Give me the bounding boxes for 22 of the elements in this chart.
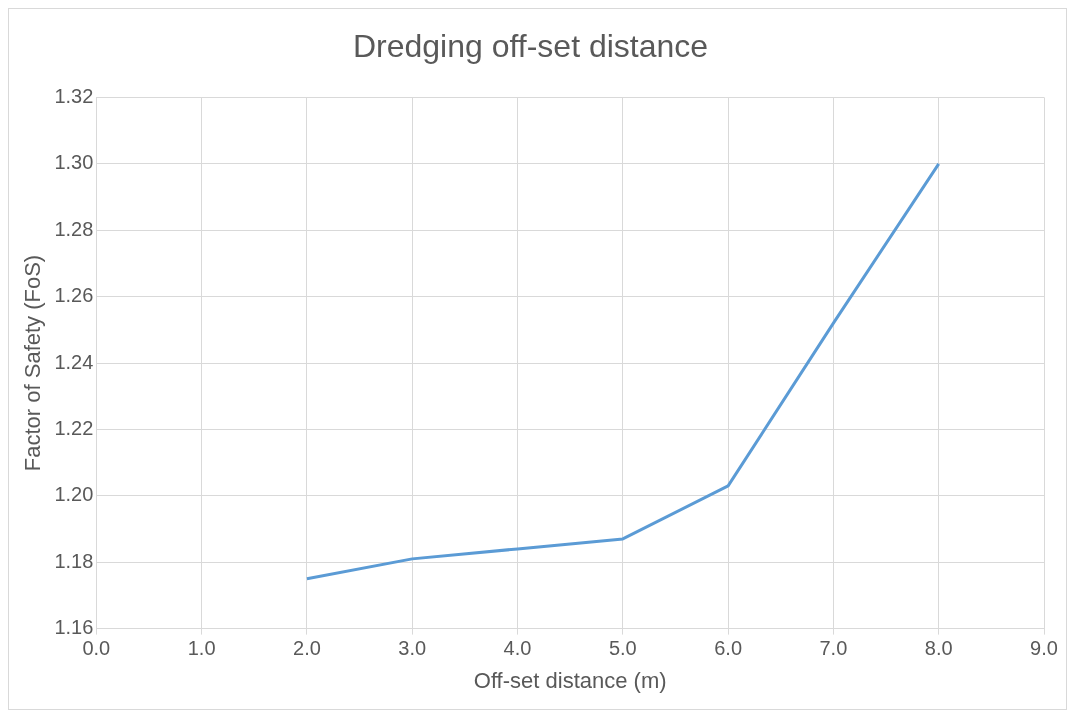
x-tick-label: 5.0 bbox=[608, 637, 637, 660]
x-tick-label: 0.0 bbox=[82, 637, 111, 660]
y-tick-label: 1.24 bbox=[54, 350, 94, 373]
y-tick-label: 1.22 bbox=[54, 416, 94, 439]
y-tick-label: 1.28 bbox=[54, 217, 94, 240]
y-tick-label: 1.30 bbox=[54, 151, 94, 174]
x-tick-label: 2.0 bbox=[293, 637, 321, 660]
y-tick-label: 1.18 bbox=[54, 549, 94, 572]
y-tick-label: 1.16 bbox=[54, 616, 94, 639]
x-tick-label: 9.0 bbox=[1030, 637, 1058, 660]
chart-title: Dredging off-set distance bbox=[352, 28, 709, 65]
x-tick-label: 8.0 bbox=[924, 637, 953, 660]
x-tick-label: 3.0 bbox=[398, 637, 427, 660]
x-tick-label: 1.0 bbox=[187, 637, 216, 660]
y-tick-label: 1.32 bbox=[54, 84, 94, 107]
y-axis-title: Factor of Safety (FoS) bbox=[20, 254, 46, 472]
x-tick-label: 6.0 bbox=[714, 637, 743, 660]
y-tick-label: 1.26 bbox=[54, 284, 94, 307]
y-tick-label: 1.20 bbox=[54, 483, 94, 506]
x-axis-title: Off-set distance (m) bbox=[473, 667, 667, 693]
x-tick-label: 4.0 bbox=[503, 637, 532, 660]
x-tick-label: 7.0 bbox=[819, 637, 848, 660]
